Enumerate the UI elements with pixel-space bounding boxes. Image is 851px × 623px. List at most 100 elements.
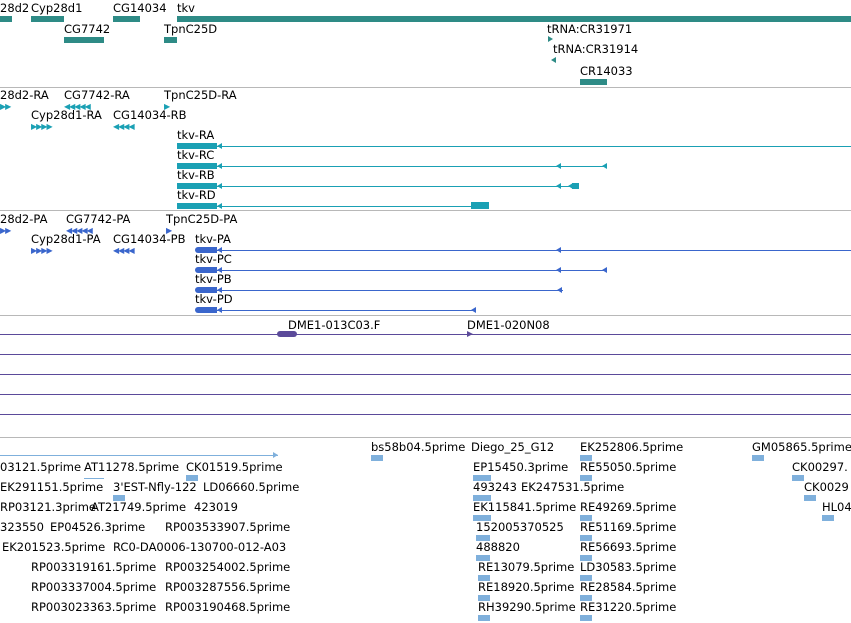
protein-label-tkv-pb[interactable]: tkv-PB: [195, 272, 232, 286]
protein-label-tpnc25d-pa[interactable]: TpnC25D-PA: [166, 212, 238, 226]
est-label[interactable]: RP003319161.5prime: [31, 560, 157, 574]
est-label[interactable]: RP003023363.5prime: [31, 600, 157, 614]
est-label[interactable]: RH39290.5prime: [478, 600, 576, 614]
gene-label-cg7742[interactable]: CG7742: [64, 22, 111, 36]
gene-cr14033-glyph[interactable]: [580, 79, 607, 85]
tkv-pb-cds[interactable]: [195, 287, 217, 293]
cyp28d2-ra-exons-icon: ▶▶: [0, 102, 11, 111]
tkv-pc-cds[interactable]: [195, 267, 217, 273]
trna-cr31971-glyph[interactable]: [548, 36, 553, 42]
est-label[interactable]: RE31220.5prime: [580, 600, 677, 614]
protein-label-tkv-pa[interactable]: tkv-PA: [195, 232, 231, 246]
est-label[interactable]: 488820: [476, 540, 520, 554]
trna-cr31914-glyph[interactable]: [551, 57, 556, 63]
est-label[interactable]: RP003337004.5prime: [31, 580, 157, 594]
gene-cg14034-glyph[interactable]: [113, 16, 140, 22]
est-glyph: [580, 595, 592, 601]
gene-label-tpnc25d[interactable]: TpnC25D: [164, 22, 218, 36]
transcript-label-cyp28d2-ra[interactable]: 28d2-RA: [0, 88, 49, 102]
gene-cyp28d2-glyph[interactable]: [0, 16, 12, 22]
gene-label-cyp28d2[interactable]: 28d2: [0, 1, 30, 15]
transcript-label-tkv-rd[interactable]: tkv-RD: [177, 188, 216, 202]
est-label[interactable]: 323550: [0, 520, 44, 534]
est-label[interactable]: EK247531.5prime: [521, 480, 625, 494]
est-label[interactable]: CK00297.: [792, 460, 848, 474]
est-label[interactable]: RE56693.5prime: [580, 540, 677, 554]
tkv-rc-exon[interactable]: [177, 163, 217, 169]
est-label[interactable]: EK252806.5prime: [580, 440, 684, 454]
est-glyph: [478, 615, 490, 621]
tkv-ra-exon[interactable]: [177, 143, 217, 149]
est-label[interactable]: bs58b04.5prime: [371, 440, 466, 454]
transcript-label-cg14034-rb[interactable]: CG14034-RB: [113, 108, 187, 122]
est-label[interactable]: 03121.5prime: [0, 460, 82, 474]
tpnc25d-pa-exons-icon: ▶: [166, 226, 172, 235]
gene-label-trna-cr31971[interactable]: tRNA:CR31971: [547, 22, 633, 36]
transcript-label-tkv-ra[interactable]: tkv-RA: [177, 128, 215, 142]
protein-label-cg14034-pb[interactable]: CG14034-PB: [113, 232, 186, 246]
est-label[interactable]: RE55050.5prime: [580, 460, 677, 474]
tkv-rc-exon3-icon: [602, 163, 607, 169]
tkv-pb-exon2-icon: [557, 287, 562, 293]
est-label[interactable]: LD30583.5prime: [580, 560, 677, 574]
tkv-pd-cds[interactable]: [195, 307, 217, 313]
est-label[interactable]: EP15450.3prime: [473, 460, 569, 474]
est-label[interactable]: RE18920.5prime: [478, 580, 575, 594]
protein-label-tkv-pc[interactable]: tkv-PC: [195, 252, 232, 266]
est-label[interactable]: RE49269.5prime: [580, 500, 677, 514]
est-label[interactable]: Diego_25_G12: [471, 440, 555, 454]
est-label[interactable]: 493243: [473, 480, 517, 494]
est-label[interactable]: RP03121.3prime: [0, 500, 96, 514]
clone-label-dme1-013c03[interactable]: DME1-013C03.F: [288, 318, 381, 332]
est-label[interactable]: RE28584.5prime: [580, 580, 677, 594]
tkv-rd-exon[interactable]: [177, 203, 217, 209]
tkv-pb-intron: [217, 290, 563, 291]
gene-cg7742-glyph[interactable]: [64, 37, 104, 43]
est-label[interactable]: RC0-DA0006-130700-012-A03: [113, 540, 287, 554]
gene-tkv-glyph[interactable]: [177, 16, 851, 22]
est-label[interactable]: LD06660.5prime: [203, 480, 300, 494]
dme1-020n08-glyph[interactable]: [467, 331, 473, 337]
est-label[interactable]: HL04: [822, 500, 851, 514]
est-label[interactable]: 152005370525: [476, 520, 564, 534]
gene-cyp28d1-glyph[interactable]: [31, 16, 64, 22]
est-label[interactable]: RP003190468.5prime: [165, 600, 291, 614]
transcript-label-tpnc25d-ra[interactable]: TpnC25D-RA: [164, 88, 237, 102]
est-label[interactable]: RE13079.5prime: [478, 560, 575, 574]
transcript-label-tkv-rc[interactable]: tkv-RC: [177, 148, 215, 162]
est-label[interactable]: RE51169.5prime: [580, 520, 677, 534]
gene-label-tkv[interactable]: tkv: [177, 1, 195, 15]
est-label[interactable]: AT11278.5prime: [84, 460, 180, 474]
protein-label-cg7742-pa[interactable]: CG7742-PA: [66, 212, 131, 226]
transcript-label-cyp28d1-ra[interactable]: Cyp28d1-RA: [31, 108, 102, 122]
est-label[interactable]: CK0029: [804, 480, 849, 494]
est-label[interactable]: EP04526.3prime: [50, 520, 146, 534]
tkv-rb-exon[interactable]: [177, 183, 217, 189]
est-label[interactable]: RP003254002.5prime: [165, 560, 291, 574]
clone-row-line: [0, 334, 851, 335]
est-label[interactable]: RP003287556.5prime: [165, 580, 291, 594]
gene-label-trna-cr31914[interactable]: tRNA:CR31914: [553, 42, 639, 56]
tkv-pa-cds[interactable]: [195, 247, 217, 253]
gene-label-cg14034[interactable]: CG14034: [113, 1, 167, 15]
est-label[interactable]: EK291151.5prime: [0, 480, 104, 494]
protein-label-tkv-pd[interactable]: tkv-PD: [195, 292, 233, 306]
est-label[interactable]: EK201523.5prime: [2, 540, 106, 554]
est-label[interactable]: RP003533907.5prime: [165, 520, 291, 534]
tkv-pc-intron: [217, 270, 607, 271]
transcript-label-cg7742-ra[interactable]: CG7742-RA: [64, 88, 130, 102]
dme1-013c03-glyph[interactable]: [277, 331, 297, 337]
gene-tpnc25d-glyph[interactable]: [164, 37, 177, 43]
est-label[interactable]: 423019: [194, 500, 238, 514]
est-label[interactable]: CK01519.5prime: [186, 460, 283, 474]
gene-label-cr14033[interactable]: CR14033: [580, 64, 633, 78]
gene-label-cyp28d1[interactable]: Cyp28d1: [31, 1, 83, 15]
est-label[interactable]: GM05865.5prime: [752, 440, 851, 454]
protein-label-cyp28d2-pa[interactable]: 28d2-PA: [0, 212, 48, 226]
protein-label-cyp28d1-pa[interactable]: Cyp28d1-PA: [31, 232, 101, 246]
est-label[interactable]: 3'EST-Nfly-122: [113, 480, 197, 494]
clone-label-dme1-020n08[interactable]: DME1-020N08: [467, 318, 550, 332]
transcript-label-tkv-rb[interactable]: tkv-RB: [177, 168, 215, 182]
est-label[interactable]: EK115841.5prime: [473, 500, 577, 514]
est-label[interactable]: AT21749.5prime: [91, 500, 187, 514]
